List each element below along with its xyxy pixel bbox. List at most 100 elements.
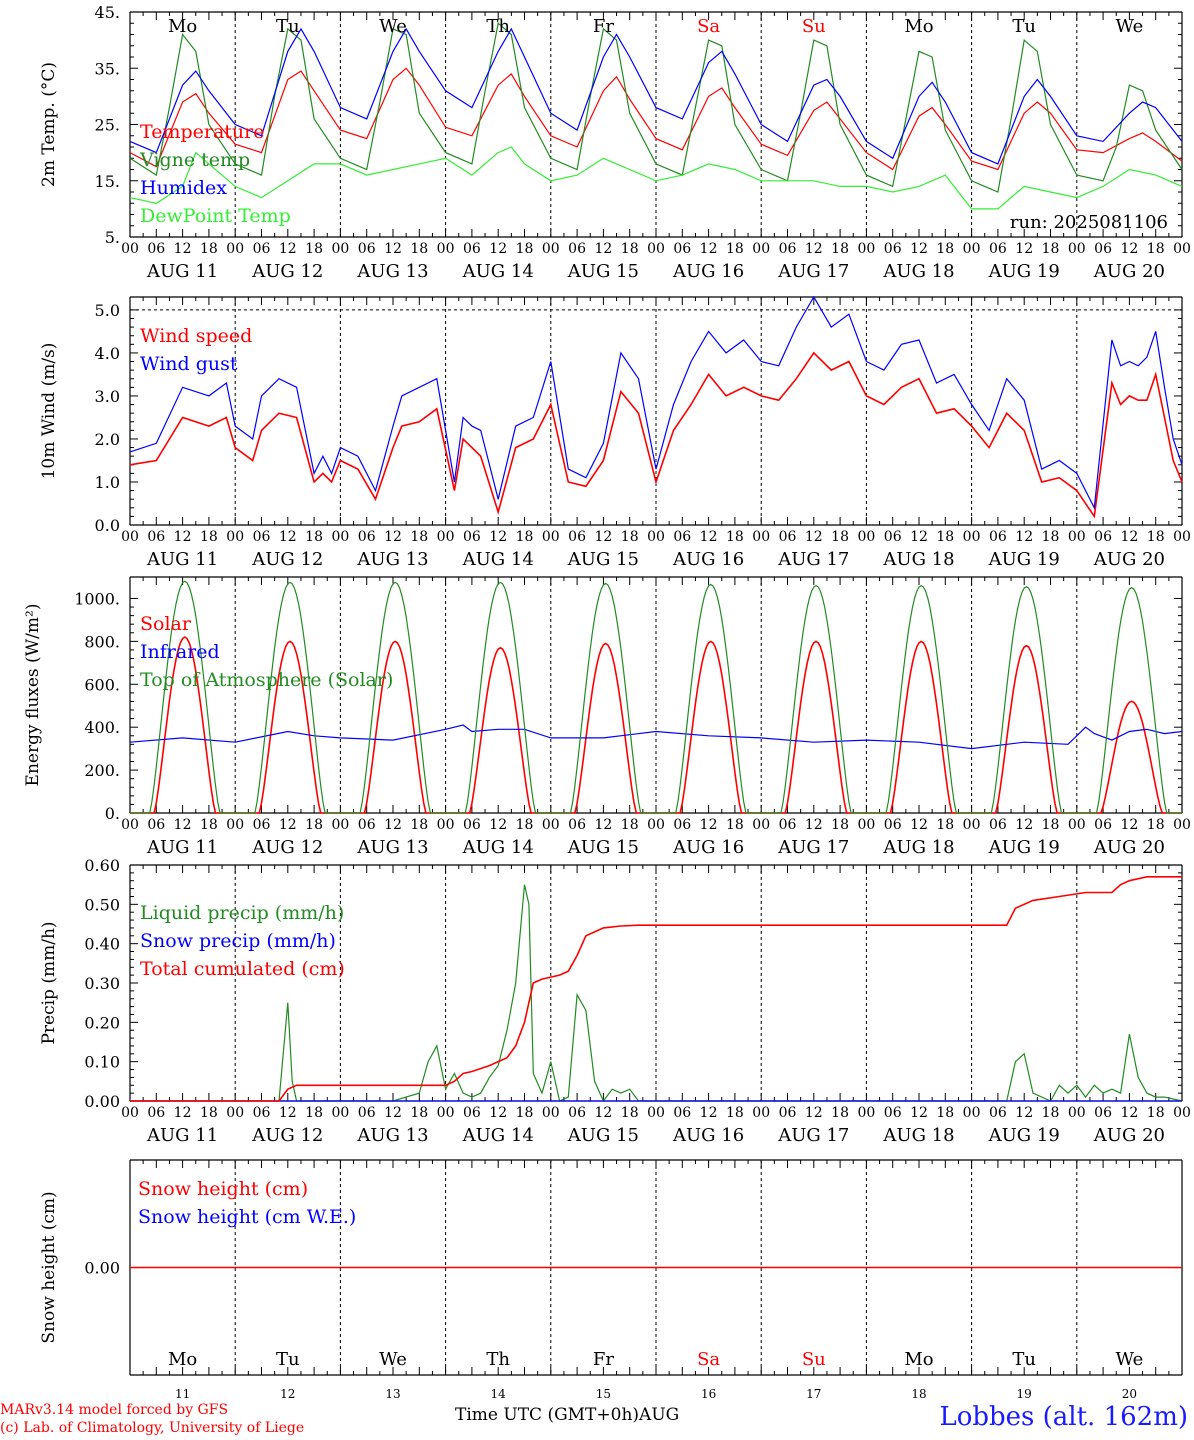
- x-tick-label: 06: [673, 1105, 691, 1121]
- series-temperature: [129, 67, 1183, 171]
- x-tick-label: 12: [174, 1105, 192, 1121]
- series-infrared: [129, 724, 1183, 750]
- x-tick-label: 00: [752, 529, 770, 545]
- x-tick-label: 18: [516, 817, 534, 833]
- legend-entry: Snow precip (mm/h): [140, 930, 336, 952]
- x-date-label: AUG 19: [988, 837, 1060, 858]
- bottom-day-name: Mo: [904, 1349, 933, 1370]
- x-tick-label: 06: [1094, 1105, 1112, 1121]
- top-day-name: We: [379, 16, 407, 37]
- y-tick-label: 600.: [84, 675, 120, 694]
- x-date-label: AUG 15: [567, 549, 639, 570]
- x-tick-label: 00: [963, 1105, 981, 1121]
- y-tick-label: 0.30: [84, 974, 120, 993]
- bottom-day-name: We: [379, 1349, 407, 1370]
- x-tick-label: 12: [594, 529, 612, 545]
- x-tick-label: 06: [779, 1105, 797, 1121]
- bottom-day-number: 13: [385, 1387, 400, 1401]
- top-day-name: Tu: [1012, 16, 1036, 37]
- x-tick-label: 18: [305, 817, 323, 833]
- y-tick-label: 5.: [105, 228, 120, 247]
- x-tick-label: 12: [1120, 817, 1138, 833]
- x-tick-label: 00: [963, 529, 981, 545]
- x-tick-label: 18: [305, 1105, 323, 1121]
- x-tick-label: 06: [568, 817, 586, 833]
- x-tick-label: 06: [358, 1105, 376, 1121]
- x-date-label: AUG 14: [462, 549, 534, 570]
- series-top-of-atmosphere-solar-: [130, 580, 1182, 814]
- x-tick-label: 12: [910, 817, 928, 833]
- panel-4: 0.00 0.10 0.20 0.30 0.40 0.50 0.60 Precip (mm/h…: [39, 856, 1191, 1146]
- x-tick-label: 12: [489, 817, 507, 833]
- x-tick-label: 12: [384, 817, 402, 833]
- x-tick-label: 18: [200, 817, 218, 833]
- x-date-label: AUG 11: [146, 1125, 218, 1146]
- x-tick-label: 00: [542, 241, 560, 257]
- y-axis-label: Snow height (cm): [39, 1191, 59, 1343]
- x-tick-label: 12: [489, 1105, 507, 1121]
- x-tick-label: 00: [857, 529, 875, 545]
- x-tick-label: 00: [331, 241, 349, 257]
- bottom-day-name: Tu: [1012, 1349, 1036, 1370]
- x-tick-label: 00: [437, 529, 455, 545]
- legend-entry: Wind gust: [140, 353, 238, 375]
- x-tick-label: 18: [726, 817, 744, 833]
- x-tick-label: 00: [752, 817, 770, 833]
- panel-3: 0. 200. 400. 600. 800. 1000. Energy fluxes (W/…: [23, 576, 1191, 858]
- x-tick-label: 12: [594, 241, 612, 257]
- x-tick-label: 18: [410, 1105, 428, 1121]
- x-tick-label: 18: [410, 241, 428, 257]
- credit-line-1: MARv3.14 model forced by GFS: [0, 1402, 229, 1418]
- x-tick-label: 06: [463, 529, 481, 545]
- x-tick-label: 12: [384, 529, 402, 545]
- bottom-day-name: Tu: [276, 1349, 300, 1370]
- x-tick-label: 00: [1173, 1105, 1191, 1121]
- run-label: run: 2025081106: [1010, 212, 1168, 233]
- x-date-label: AUG 13: [356, 1125, 428, 1146]
- x-tick-label: 06: [779, 529, 797, 545]
- x-tick-label: 00: [437, 1105, 455, 1121]
- y-axis-label: Precip (mm/h): [39, 921, 59, 1044]
- x-tick-label: 06: [253, 1105, 271, 1121]
- panel-2: 0.0 1.0 2.0 3.0 4.0 5.0 10m Wind (m/s) Wind spe…: [39, 295, 1191, 570]
- x-tick-label: 18: [410, 817, 428, 833]
- x-date-label: AUG 11: [146, 549, 218, 570]
- x-tick-label: 06: [463, 1105, 481, 1121]
- x-tick-label: 00: [963, 817, 981, 833]
- bottom-day-name: Th: [486, 1349, 510, 1370]
- x-tick-label: 12: [910, 529, 928, 545]
- x-tick-label: 18: [621, 817, 639, 833]
- x-tick-label: 12: [174, 529, 192, 545]
- x-tick-label: 00: [331, 1105, 349, 1121]
- x-tick-label: 12: [594, 817, 612, 833]
- x-tick-label: 12: [1015, 817, 1033, 833]
- series-wind-gust: [129, 295, 1183, 510]
- x-date-label: AUG 20: [1093, 261, 1165, 282]
- bottom-day-number: 11: [175, 1387, 190, 1401]
- x-date-label: AUG 17: [777, 1125, 849, 1146]
- x-tick-label: 06: [253, 241, 271, 257]
- x-tick-label: 18: [200, 529, 218, 545]
- x-tick-label: 00: [226, 241, 244, 257]
- top-day-name: We: [1116, 16, 1144, 37]
- x-tick-label: 18: [410, 529, 428, 545]
- x-tick-label: 18: [621, 1105, 639, 1121]
- x-tick-label: 18: [831, 241, 849, 257]
- x-tick-label: 00: [1068, 817, 1086, 833]
- bottom-day-number: 15: [596, 1387, 611, 1401]
- x-tick-label: 12: [279, 529, 297, 545]
- x-tick-label: 12: [805, 817, 823, 833]
- x-tick-label: 06: [1094, 529, 1112, 545]
- x-date-label: AUG 13: [356, 837, 428, 858]
- x-date-label: AUG 12: [251, 1125, 323, 1146]
- x-tick-label: 00: [963, 241, 981, 257]
- x-tick-label: 06: [884, 241, 902, 257]
- x-tick-label: 00: [121, 241, 139, 257]
- x-tick-label: 12: [805, 1105, 823, 1121]
- x-date-label: AUG 18: [882, 549, 954, 570]
- y-tick-label: 800.: [84, 632, 120, 651]
- bottom-day-name: We: [1116, 1349, 1144, 1370]
- x-tick-label: 12: [700, 241, 718, 257]
- x-tick-label: 00: [226, 1105, 244, 1121]
- legend-entry: DewPoint Temp: [140, 205, 291, 227]
